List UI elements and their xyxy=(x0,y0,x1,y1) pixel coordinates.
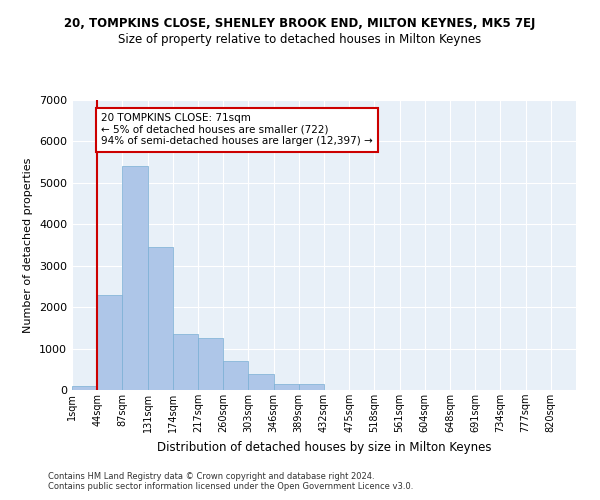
Text: Contains public sector information licensed under the Open Government Licence v3: Contains public sector information licen… xyxy=(48,482,413,491)
Bar xyxy=(223,361,248,390)
Bar xyxy=(274,384,299,390)
Bar xyxy=(97,294,122,390)
Text: Contains HM Land Registry data © Crown copyright and database right 2024.: Contains HM Land Registry data © Crown c… xyxy=(48,472,374,481)
Bar xyxy=(122,166,148,390)
Bar xyxy=(148,247,173,390)
Y-axis label: Number of detached properties: Number of detached properties xyxy=(23,158,34,332)
Text: 20, TOMPKINS CLOSE, SHENLEY BROOK END, MILTON KEYNES, MK5 7EJ: 20, TOMPKINS CLOSE, SHENLEY BROOK END, M… xyxy=(64,18,536,30)
Text: Size of property relative to detached houses in Milton Keynes: Size of property relative to detached ho… xyxy=(118,32,482,46)
Text: 20 TOMPKINS CLOSE: 71sqm
← 5% of detached houses are smaller (722)
94% of semi-d: 20 TOMPKINS CLOSE: 71sqm ← 5% of detache… xyxy=(101,114,373,146)
Bar xyxy=(72,386,97,390)
Bar xyxy=(198,338,223,390)
Bar xyxy=(173,334,198,390)
Bar xyxy=(299,384,324,390)
Bar xyxy=(248,374,274,390)
X-axis label: Distribution of detached houses by size in Milton Keynes: Distribution of detached houses by size … xyxy=(157,440,491,454)
